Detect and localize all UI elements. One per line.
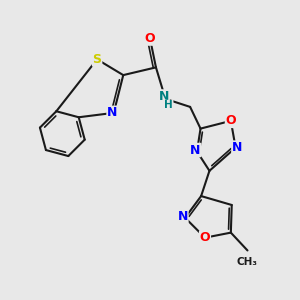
Text: H: H — [164, 100, 173, 110]
Text: N: N — [190, 143, 201, 157]
Text: CH₃: CH₃ — [237, 257, 258, 267]
Text: N: N — [159, 90, 169, 103]
Text: O: O — [145, 32, 155, 45]
Text: N: N — [178, 210, 188, 223]
Text: O: O — [200, 231, 210, 244]
Text: N: N — [107, 106, 117, 119]
Text: N: N — [232, 141, 242, 154]
Text: O: O — [226, 114, 236, 128]
Text: S: S — [93, 53, 102, 66]
